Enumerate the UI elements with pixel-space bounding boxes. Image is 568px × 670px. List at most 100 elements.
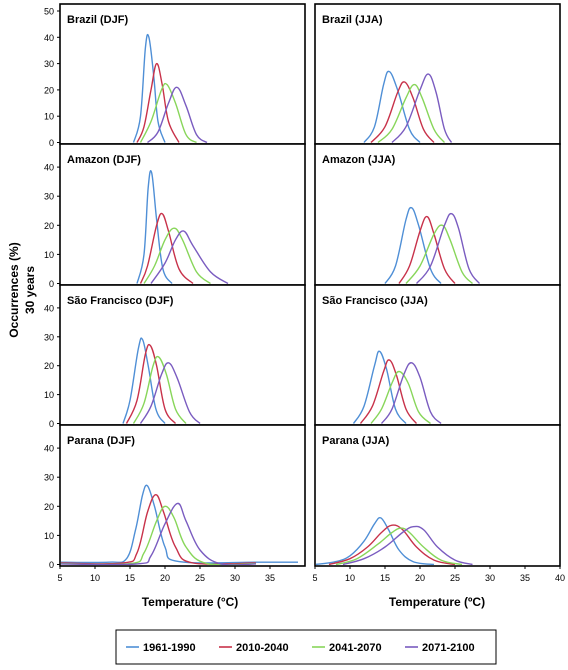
panel-amazon-djf-title: Amazon (DJF) <box>67 154 141 166</box>
panel-amazon-djf-series-1961-1990 <box>136 170 173 284</box>
x-tick-label: 15 <box>125 573 135 583</box>
x-tick-label: 30 <box>485 573 495 583</box>
x-tick-label: 15 <box>380 573 390 583</box>
panel-s-o-francisco-jja: São Francisco (JJA) <box>314 284 561 426</box>
y-axis-title-line1: Occurrences (%) <box>7 242 21 337</box>
x-tick-label: 30 <box>230 573 240 583</box>
panel-s-o-francisco-djf-series-1961-1990 <box>122 337 166 424</box>
y-tick-label: 40 <box>44 163 54 173</box>
panel-amazon-jja-title: Amazon (JJA) <box>322 154 396 166</box>
legend-frame <box>115 629 497 665</box>
panel-brazil-djf-series-2071-2100 <box>147 86 208 143</box>
panel-brazil-jja: Brazil (JJA) <box>314 3 561 145</box>
panel-parana-djf-title: Parana (DJF) <box>67 435 135 447</box>
legend-label: 1961-1990 <box>143 642 196 654</box>
panel-parana-jja: Parana (JJA) <box>314 424 561 567</box>
y-tick-label: 50 <box>44 7 54 17</box>
panel-grid: Brazil (DJF) 0 10 20 30 40 50 Brazil (JJA) Amazo… <box>44 3 561 570</box>
panel-s-o-francisco-jja-title: São Francisco (JJA) <box>322 295 428 307</box>
x-tick-label: 20 <box>160 573 170 583</box>
panel-brazil-djf: Brazil (DJF) 0 10 20 30 40 50 <box>44 3 306 148</box>
y-axis-title-line2: 30 years <box>23 266 37 314</box>
y-tick-label: 20 <box>44 361 54 371</box>
panel-s-o-francisco-djf-frame <box>59 284 306 426</box>
legend-item-2071-2100: 2071-2100 <box>405 642 475 654</box>
panel-s-o-francisco-djf-series-2041-2070 <box>132 355 187 424</box>
legend-items: 1961-1990 2010-2040 2041-2070 2071-2100 <box>126 642 475 654</box>
panel-brazil-jja-series-1961-1990 <box>363 70 421 143</box>
panel-amazon-djf-series-2010-2040 <box>139 212 194 284</box>
panel-amazon-jja-series-2041-2070 <box>405 224 474 284</box>
y-tick-label: 20 <box>44 85 54 95</box>
panel-brazil-jja-title: Brazil (JJA) <box>322 14 383 26</box>
x-tick-label: 40 <box>555 573 565 583</box>
y-tick-label: 30 <box>44 192 54 202</box>
x-tick-label: 35 <box>265 573 275 583</box>
panel-parana-jja-series-2010-2040 <box>328 524 456 565</box>
panel-s-o-francisco-djf-title: São Francisco (DJF) <box>67 295 174 307</box>
y-tick-label: 30 <box>44 332 54 342</box>
legend-item-2010-2040: 2010-2040 <box>219 642 289 654</box>
y-tick-label: 20 <box>44 502 54 512</box>
legend-item-1961-1990: 1961-1990 <box>126 642 196 654</box>
x-ticks-left: 5 10 15 20 25 30 35 <box>57 566 275 583</box>
x-tick-label: 5 <box>312 573 317 583</box>
legend-label: 2071-2100 <box>422 642 475 654</box>
x-tick-label: 20 <box>415 573 425 583</box>
y-tick-label: 30 <box>44 59 54 69</box>
panel-parana-djf-series-2071-2100 <box>61 502 257 565</box>
x-tick-label: 10 <box>345 573 355 583</box>
panel-amazon-djf-series-2071-2100 <box>150 230 229 284</box>
panel-parana-djf-series-2010-2040 <box>61 493 257 565</box>
panel-brazil-djf-frame <box>59 3 306 145</box>
panel-brazil-jja-series-2010-2040 <box>370 81 435 143</box>
panel-brazil-jja-series-2041-2070 <box>377 83 446 143</box>
x-axis-title-right: Temperature (ºC) <box>389 595 485 609</box>
y-tick-label: 10 <box>44 390 54 400</box>
y-tick-label: 20 <box>44 221 54 231</box>
legend-label: 2041-2070 <box>329 642 382 654</box>
panel-amazon-jja-frame <box>314 143 561 286</box>
y-tick-label: 0 <box>49 419 54 429</box>
panel-parana-jja-title: Parana (JJA) <box>322 435 390 447</box>
panel-s-o-francisco-djf-series-2071-2100 <box>139 362 201 424</box>
panel-amazon-jja: Amazon (JJA) <box>314 143 561 286</box>
y-tick-label: 0 <box>49 138 54 148</box>
y-tick-label: 10 <box>44 112 54 122</box>
x-tick-label: 25 <box>450 573 460 583</box>
y-tick-label: 10 <box>44 250 54 260</box>
panel-brazil-jja-series-2071-2100 <box>391 73 453 143</box>
panel-s-o-francisco-jja-series-2010-2040 <box>359 359 418 424</box>
y-axis-title-2: 30 years <box>23 266 37 314</box>
x-tick-label: 35 <box>520 573 530 583</box>
panel-s-o-francisco-djf: São Francisco (DJF) 0 10 20 30 40 <box>44 284 306 429</box>
panel-parana-djf-series-2041-2070 <box>61 505 257 565</box>
panel-brazil-djf-series-1961-1990 <box>132 33 166 143</box>
panel-parana-jja-series-2041-2070 <box>335 527 463 565</box>
panel-brazil-djf-series-2010-2040 <box>136 62 180 143</box>
panel-brazil-djf-title: Brazil (DJF) <box>67 14 128 26</box>
panel-parana-jja-series-1961-1990 <box>316 517 435 565</box>
y-tick-label: 0 <box>49 560 54 570</box>
y-tick-label: 0 <box>49 279 54 289</box>
panel-s-o-francisco-jja-series-2071-2100 <box>380 362 442 424</box>
panel-amazon-djf-frame <box>59 143 306 286</box>
panel-parana-djf-frame <box>59 424 306 567</box>
y-axis-title: Occurrences (%) <box>7 242 21 337</box>
panel-amazon-djf-series-2041-2070 <box>143 227 211 284</box>
panel-amazon-jja-series-2010-2040 <box>398 215 456 284</box>
legend-label: 2010-2040 <box>236 642 289 654</box>
y-tick-label: 40 <box>44 303 54 313</box>
panel-amazon-jja-series-1961-1990 <box>384 206 442 284</box>
legend: 1961-1990 2010-2040 2041-2070 2071-2100 <box>115 629 497 665</box>
panel-s-o-francisco-jja-series-2041-2070 <box>370 370 431 424</box>
panel-brazil-jja-frame <box>314 3 561 145</box>
legend-item-2041-2070: 2041-2070 <box>312 642 382 654</box>
y-tick-label: 10 <box>44 531 54 541</box>
x-tick-label: 25 <box>195 573 205 583</box>
panel-parana-djf: Parana (DJF) 0 10 20 30 40 <box>44 424 306 570</box>
x-axis-title-left: Temperature (°C) <box>142 595 239 609</box>
panel-s-o-francisco-djf-series-2010-2040 <box>125 343 177 424</box>
panel-parana-jja-series-2071-2100 <box>342 525 473 565</box>
